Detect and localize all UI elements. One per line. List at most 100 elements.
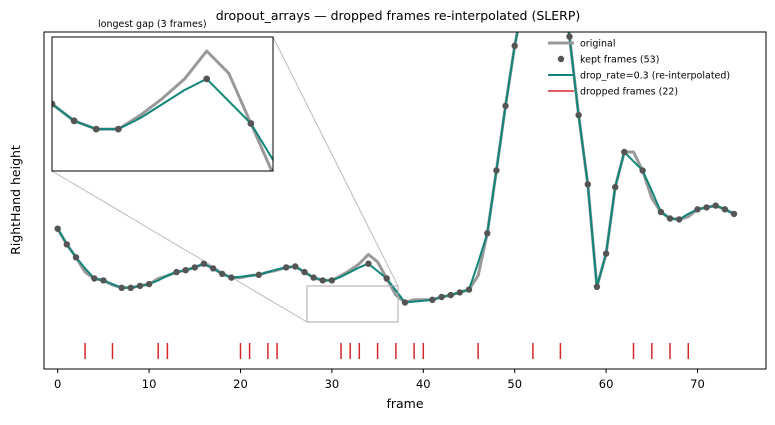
kept-frame-point [100,277,107,284]
kept-frame-point [380,176,387,183]
legend: original kept frames (53) drop_rate=0.3 (r… [548,39,730,98]
kept-frame-point [191,264,198,271]
kept-frame-point [54,225,61,232]
kept-frame-point [173,268,180,276]
legend-item-reinterp: drop_rate=0.3 (re-interpolated) [548,71,730,82]
kept-frame-point [402,170,409,177]
kept-frame-point [730,210,738,218]
x-tick-label: 10 [142,377,157,391]
kept-frame-point [145,280,153,288]
x-tick-label: 30 [325,377,340,391]
kept-frame-point [182,267,189,274]
kept-frame-point [358,184,365,191]
kept-frame-point [694,206,701,213]
kept-frame-point [703,204,710,211]
kept-frame-point [114,125,122,133]
kept-frame-point [446,154,453,161]
legend-item-kept: kept frames (53) [557,55,659,66]
kept-frame-point [200,260,208,267]
legend-item-original: original [548,39,616,50]
kept-frame-point [4,87,11,94]
kept-frame-point [521,0,527,2]
kept-frame-point [721,206,729,213]
kept-frame-point [91,275,98,282]
kept-frame-point [136,282,144,290]
main-axes-frame [43,31,767,370]
x-tick-label: 40 [416,377,431,391]
legend-label: dropped frames (22) [580,87,678,98]
kept-frame-point [447,291,454,299]
legend-label: drop_rate=0.3 (re-interpolated) [580,71,730,82]
kept-frame-point [502,102,509,110]
kept-frame-point [310,274,317,281]
inset-frame [51,36,274,172]
kept-frame-point [27,84,34,91]
legend-label: original [580,39,616,50]
kept-frame-point [566,33,573,40]
kept-frame-point [328,277,336,284]
reinterpolated-series-line [56,32,735,304]
x-tick-label: 70 [690,377,705,391]
kept-frame-point [429,296,436,303]
kept-frame-point [292,263,299,270]
legend-item-dropped: dropped frames (22) [548,87,678,98]
x-axis: 0 10 20 30 40 50 60 70 [54,369,705,391]
legend-swatch [557,55,565,63]
kept-frame-point [602,250,610,257]
kept-frame-point [52,100,56,108]
connector-line [272,36,399,287]
kept-frame-point [493,167,500,174]
kept-frame-point [319,277,326,284]
inset-label: longest gap (3 frames) [98,19,207,30]
kept-frame-point [72,254,80,261]
kept-frame-point [511,42,518,49]
x-tick-label: 20 [233,377,248,391]
kept-frame-point [365,260,372,267]
kept-frame-point [612,183,619,191]
kept-frame-point [203,75,211,83]
kept-frame-point [63,241,70,248]
kept-frame-point [70,117,78,125]
kept-frame-point [657,208,665,216]
kept-frame-point [92,125,100,133]
kept-frame-point [438,293,445,301]
main-plot-area [54,0,738,359]
kept-frame-point [301,268,308,276]
kept-frame-point [575,111,582,119]
zoom-region-box [306,285,399,323]
kept-frame-point [584,181,591,188]
kept-frame-point [676,216,683,223]
kept-frame-point [247,120,255,127]
kept-frame-point [484,230,491,237]
y-axis-label: RightHand height [8,145,23,255]
chart-title: dropout_arrays — dropped frames re-inter… [216,8,580,23]
kept-frame-point [383,275,390,282]
x-axis-label: frame [386,396,423,411]
kept-frame-point [401,299,409,306]
x-tick-label: 50 [507,377,522,391]
kept-frame-point [456,289,463,296]
inset-connectors [51,36,399,323]
kept-frame-point [712,202,719,209]
kept-frame-point [593,283,601,290]
kept-frame-point [666,215,674,222]
kept-frame-point [228,274,235,281]
kept-frame-point [292,193,299,200]
kept-frame-point [283,264,290,271]
kept-frame-point [465,286,473,293]
kept-frame-point [621,148,628,156]
kept-frame-point [756,145,763,152]
kept-frame-point [209,265,217,272]
kept-frame-point [255,271,262,278]
kept-frame-point [118,284,125,291]
connector-line [51,170,308,323]
kept-frame-point [219,270,226,278]
x-tick-label: 0 [54,377,61,391]
kept-frame-point [424,162,431,169]
inset-plot-area [4,49,763,200]
legend-label: kept frames (53) [580,55,659,66]
kept-frame-point [639,167,646,174]
x-tick-label: 60 [599,377,614,391]
